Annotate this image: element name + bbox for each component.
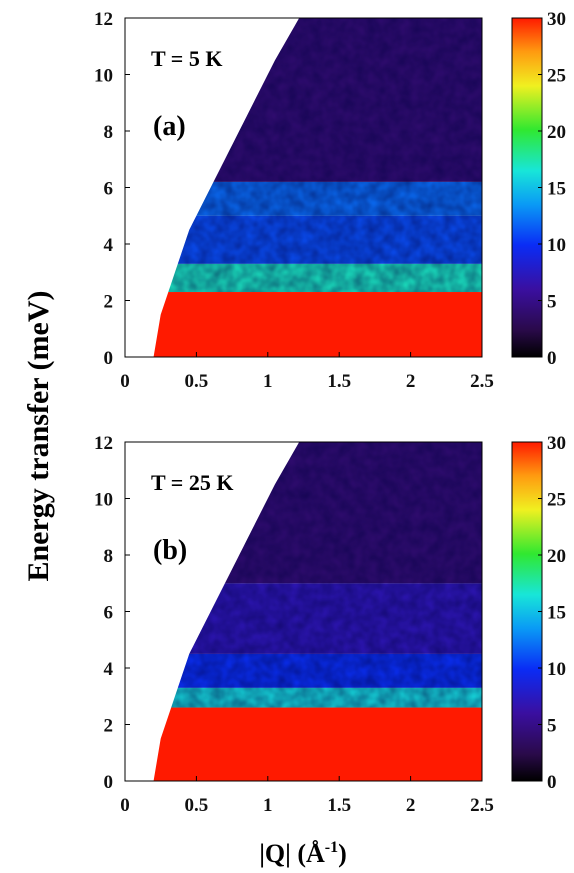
colorbar — [511, 441, 543, 782]
colorbar — [511, 17, 543, 358]
y-tick-label: 0 — [104, 348, 114, 369]
x-axis-label: |Q| (Å-1) — [259, 839, 347, 868]
x-tick-label: 2 — [406, 371, 416, 392]
y-tick-label: 12 — [94, 433, 113, 454]
x-tick-label: 2 — [406, 795, 416, 816]
colorbar-tick-label: 0 — [547, 772, 557, 793]
colorbar-tick-label: 15 — [547, 603, 566, 624]
y-tick-label: 2 — [104, 292, 114, 313]
elastic-line-region — [153, 707, 482, 781]
y-tick-label: 2 — [104, 716, 114, 737]
y-tick-label: 8 — [104, 546, 114, 567]
colorbar-tick-label: 5 — [547, 292, 557, 313]
panel-b: 0 0.5 1 1.5 2 2.5 0 2 4 6 8 10 12 T = 25 K (b) 0 5 10 15 20… — [94, 433, 566, 816]
temperature-annotation: T = 5 K — [151, 46, 222, 71]
x-tick-label: 0 — [120, 371, 130, 392]
temperature-annotation: T = 25 K — [151, 470, 233, 495]
y-tick-label: 6 — [104, 179, 114, 200]
y-tick-label: 4 — [104, 235, 114, 256]
x-tick-label: 1.5 — [327, 795, 351, 816]
x-tick-label: 1.5 — [327, 371, 351, 392]
x-tick-label: 2.5 — [470, 371, 494, 392]
x-axis-label-end: ) — [338, 839, 347, 868]
x-tick-label: 0 — [120, 795, 130, 816]
y-axis-label: Energy transfer (meV) — [22, 290, 55, 581]
colorbar-tick-label: 0 — [547, 348, 557, 369]
y-tick-label: 10 — [94, 490, 113, 511]
colorbar-tick-label: 5 — [547, 716, 557, 737]
panel-label: (b) — [153, 535, 187, 566]
x-tick-label: 0.5 — [185, 371, 209, 392]
colorbar-tick-label: 30 — [547, 433, 566, 454]
y-tick-label: 0 — [104, 772, 114, 793]
colorbar-tick-label: 25 — [547, 66, 566, 87]
y-tick-label: 8 — [104, 122, 114, 143]
colorbar-tick-label: 10 — [547, 235, 566, 256]
colorbar-tick-label: 30 — [547, 9, 566, 30]
colorbar-tick-label: 15 — [547, 179, 566, 200]
x-tick-label: 1 — [263, 795, 273, 816]
colorbar-tick-label: 10 — [547, 659, 566, 680]
y-tick-label: 10 — [94, 66, 113, 87]
colorbar-tick-label: 25 — [547, 490, 566, 511]
y-tick-label: 6 — [104, 603, 114, 624]
x-axis-label-main: |Q| (Å — [259, 839, 325, 868]
x-tick-label: 1 — [263, 371, 273, 392]
x-axis-label-sup: -1 — [325, 839, 338, 856]
colorbar-tick-label: 20 — [547, 122, 566, 143]
y-tick-label: 12 — [94, 9, 113, 30]
panel-a: 0 0.5 1 1.5 2 2.5 0 2 4 6 8 10 12 T = 5 K (a) 0 5 10 15 20 2… — [94, 9, 566, 392]
panel-label: (a) — [153, 111, 186, 142]
x-tick-label: 0.5 — [185, 795, 209, 816]
x-tick-label: 2.5 — [470, 795, 494, 816]
colorbar-tick-label: 20 — [547, 546, 566, 567]
y-tick-label: 4 — [104, 659, 114, 680]
elastic-line-region — [153, 292, 482, 357]
